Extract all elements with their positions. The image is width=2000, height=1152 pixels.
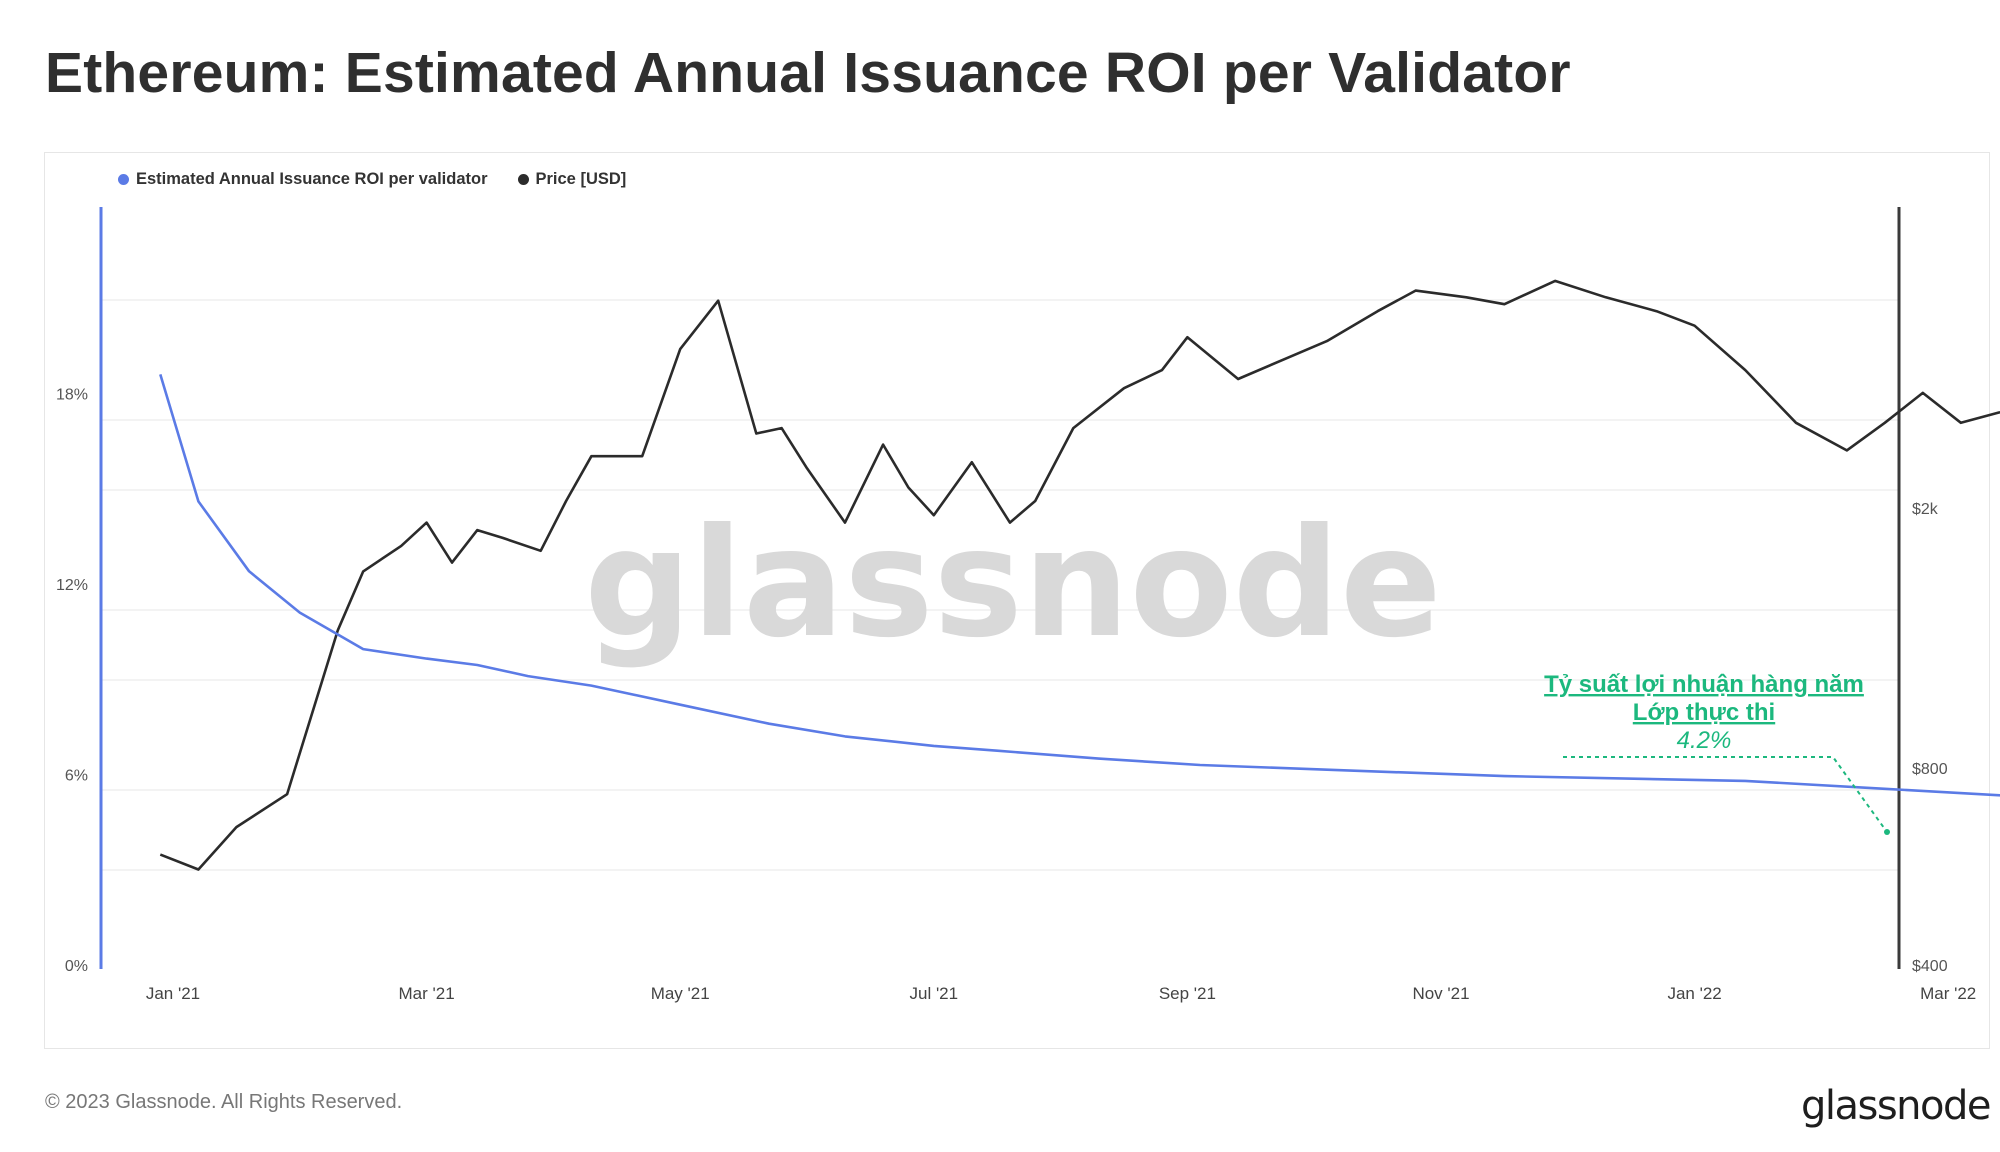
x-tick-label: Mar '21 — [399, 984, 455, 1003]
y-right-tick-label: $400 — [1912, 958, 1948, 975]
legend-roi-dot — [118, 174, 129, 185]
x-tick-label: Nov '21 — [1412, 984, 1469, 1003]
price-series-line — [159, 279, 2000, 871]
y-right-tick-label: $2k — [1912, 501, 1939, 518]
annotation-leader — [1563, 756, 1888, 833]
roi-series-line — [159, 374, 2000, 797]
y-left-tick-label: 6% — [65, 768, 88, 785]
x-tick-label: Sep '21 — [1159, 984, 1216, 1003]
y-left-tick-label: 12% — [56, 577, 88, 594]
copyright-text: © 2023 Glassnode. All Rights Reserved. — [45, 1091, 403, 1113]
right-axis-ticks: $400 $800 $2k — [1912, 501, 1948, 975]
legend-item-roi[interactable]: Estimated Annual Issuance ROI per valida… — [118, 170, 488, 189]
watermark: glassnode — [584, 497, 1442, 671]
y-left-tick-label: 18% — [56, 387, 88, 404]
x-tick-label: May '21 — [651, 984, 710, 1003]
legend-price-label: Price [USD] — [535, 170, 627, 188]
annotation-subtitle: Lớp thực thi — [1633, 699, 1775, 726]
y-right-tick-label: $800 — [1912, 761, 1948, 778]
legend-price-dot — [517, 174, 529, 185]
chart-panel — [44, 152, 1990, 1049]
chart-legend: Estimated Annual Issuance ROI per valida… — [118, 170, 626, 189]
x-tick-label: Mar '22 — [1920, 984, 1976, 1003]
annotation-endpoint — [1884, 829, 1890, 835]
legend-roi-label: Estimated Annual Issuance ROI per valida… — [136, 170, 488, 188]
page-title: Ethereum: Estimated Annual Issuance ROI … — [45, 41, 1571, 105]
x-tick-label: Jan '22 — [1667, 984, 1721, 1003]
brand-logo[interactable]: glassnode — [1800, 1083, 1992, 1129]
left-axis-ticks: 0% 6% 12% 18% — [56, 387, 88, 976]
x-tick-label: Jul '21 — [909, 984, 958, 1003]
x-axis-ticks: Jan '21 Mar '21 May '21 Jul '21 Sep '21 Nov '… — [146, 984, 1976, 1003]
annotation-value: 4.2% — [1677, 727, 1732, 754]
y-left-tick-label: 0% — [65, 958, 88, 975]
gridlines — [101, 299, 1899, 871]
x-tick-label: Jan '21 — [146, 984, 200, 1003]
annotation-title: Tỷ suất lợi nhuận hàng năm — [1544, 671, 1864, 698]
legend-item-price[interactable]: Price [USD] — [517, 170, 627, 189]
